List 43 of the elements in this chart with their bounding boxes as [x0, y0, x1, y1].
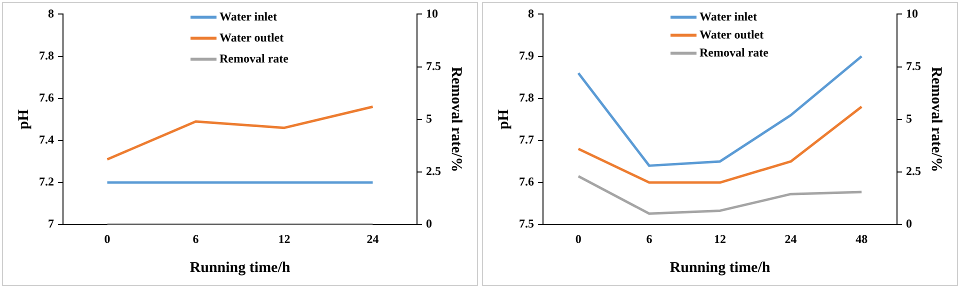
x-tick-label: 0 — [104, 232, 110, 246]
x-tick-label: 12 — [278, 232, 290, 246]
y2-tick-label: 7.5 — [426, 58, 441, 73]
x-tick-label: 24 — [784, 232, 797, 246]
y2-tick-label: 2.5 — [426, 164, 441, 178]
legend-label: Water outlet — [220, 30, 284, 44]
legend-label: Water inlet — [700, 9, 757, 24]
y2-tick-label: 0 — [426, 216, 432, 231]
legend-label: Water inlet — [220, 9, 277, 24]
x-axis-title: Running time/h — [190, 260, 291, 276]
y-tick-label: 7.7 — [519, 132, 534, 147]
legend-label: Removal rate — [220, 51, 290, 66]
y2-axis-title: Removal rate/% — [928, 66, 944, 172]
y2-tick-label: 2.5 — [906, 164, 921, 178]
legend-label: Water outlet — [700, 27, 764, 42]
y-axis-title: pH — [496, 109, 512, 130]
y-tick-label: 7.5 — [519, 216, 534, 231]
x-axis-title: Running time/h — [670, 260, 771, 276]
y-tick-label: 7.9 — [519, 48, 534, 62]
x-tick-label: 6 — [646, 232, 652, 246]
y-tick-label: 7 — [48, 216, 54, 231]
y-tick-label: 7.8 — [519, 90, 534, 104]
y2-tick-label: 5 — [426, 111, 432, 126]
y-axis-title: pH — [16, 109, 32, 130]
y-tick-label: 8 — [48, 6, 54, 20]
y-tick-label: 7.6 — [519, 174, 534, 189]
x-tick-label: 12 — [714, 232, 726, 246]
x-tick-label: 0 — [575, 232, 582, 246]
x-tick-label: 24 — [366, 232, 379, 246]
y2-tick-label: 10 — [906, 6, 918, 20]
y2-tick-label: 10 — [426, 6, 438, 20]
x-tick-label: 48 — [856, 232, 868, 246]
y2-tick-label: 5 — [906, 111, 912, 126]
y2-tick-label: 7.5 — [906, 58, 921, 73]
y2-tick-label: 0 — [906, 216, 912, 231]
y-tick-label: 7.8 — [39, 48, 54, 62]
y-tick-label: 7.6 — [39, 90, 54, 104]
y-tick-label: 7.4 — [39, 132, 54, 147]
y-tick-label: 8 — [528, 6, 534, 20]
y2-axis-title: Removal rate/% — [448, 66, 464, 172]
y-tick-label: 7.2 — [39, 174, 54, 189]
x-tick-label: 6 — [192, 232, 199, 246]
legend-label: Removal rate — [700, 45, 770, 60]
